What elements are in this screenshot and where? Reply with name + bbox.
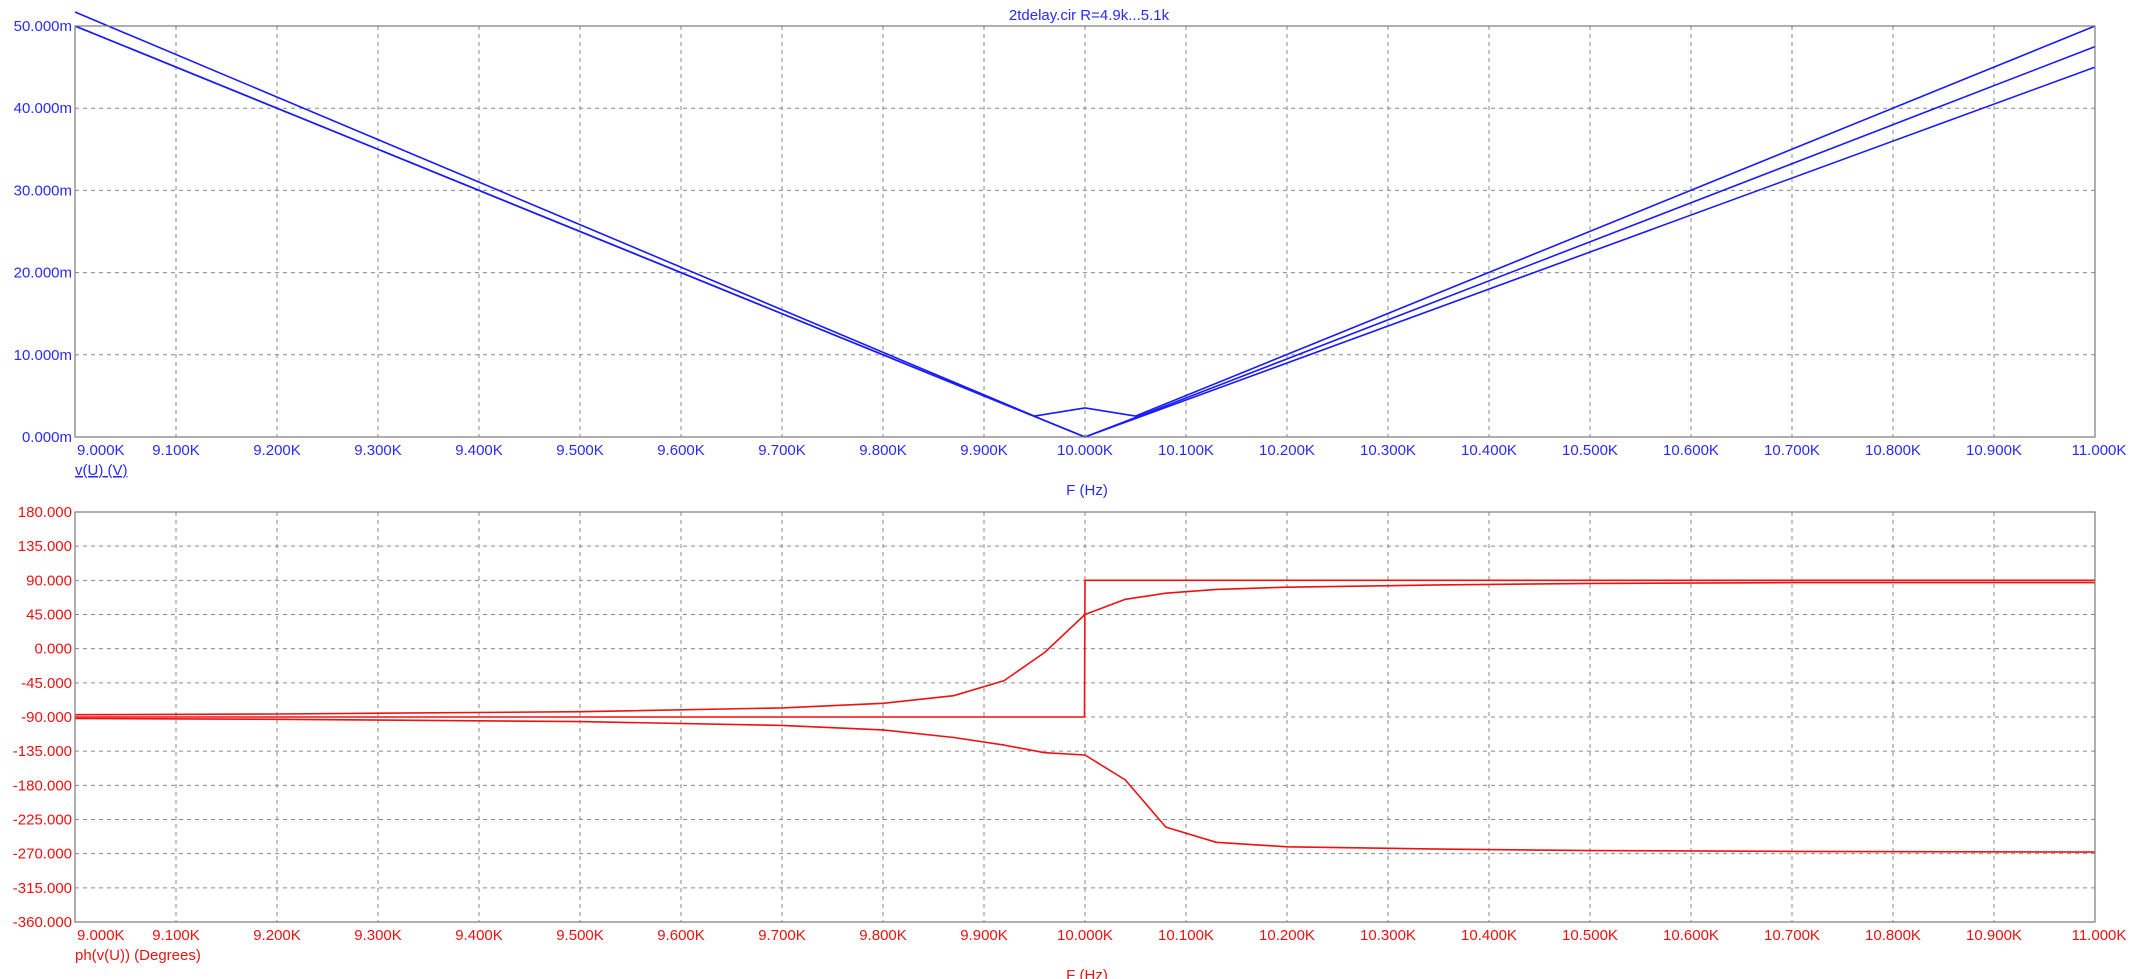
phase-x-tick-label: 9.600K bbox=[657, 927, 705, 944]
phase-plot: 180.000 135.000 90.000 45.000 0.000 -45.000 -9… bbox=[13, 504, 2127, 979]
phase-x-tick-label: 9.700K bbox=[758, 927, 806, 944]
phase-x-tick-label: 10.600K bbox=[1663, 927, 1719, 944]
magnitude-x-tick-label: 10.300K bbox=[1360, 442, 1416, 459]
magnitude-y-tick-label: 30.000m bbox=[14, 182, 72, 199]
magnitude-y-axis-label: v(U) (V) bbox=[75, 462, 128, 479]
magnitude-y-tick-label: 50.000m bbox=[14, 18, 72, 35]
chart-title: 2tdelay.cir R=4.9k...5.1k bbox=[1009, 7, 1170, 24]
phase-x-tick-label: 9.800K bbox=[859, 927, 907, 944]
phase-y-tick-label: -180.000 bbox=[13, 777, 72, 794]
phase-x-tick-label: 9.200K bbox=[253, 927, 301, 944]
phase-y-axis-label: ph(v(U)) (Degrees) bbox=[75, 947, 201, 964]
magnitude-x-tick-label: 10.100K bbox=[1158, 442, 1214, 459]
magnitude-series-line-2 bbox=[74, 25, 2096, 438]
magnitude-x-tick-label: 10.900K bbox=[1966, 442, 2022, 459]
phase-y-tick-label: -270.000 bbox=[13, 846, 72, 863]
magnitude-x-tick-label: 9.000K bbox=[77, 442, 125, 459]
magnitude-x-tick-label: 9.100K bbox=[152, 442, 200, 459]
magnitude-y-ticks: 0.000m 10.000m 20.000m 30.000m 40.000m 50.000… bbox=[14, 18, 72, 446]
magnitude-x-tick-label: 9.600K bbox=[657, 442, 705, 459]
magnitude-x-tick-label: 9.800K bbox=[859, 442, 907, 459]
phase-x-tick-label: 10.700K bbox=[1764, 927, 1820, 944]
phase-y-tick-label: 45.000 bbox=[26, 607, 72, 624]
phase-y-tick-label: 180.000 bbox=[18, 504, 72, 521]
phase-series-group bbox=[74, 579, 2096, 853]
phase-y-tick-label: 0.000 bbox=[34, 641, 72, 658]
phase-y-tick-label: -225.000 bbox=[13, 812, 72, 829]
phase-x-tick-label: 9.300K bbox=[354, 927, 402, 944]
phase-x-tick-label: 10.900K bbox=[1966, 927, 2022, 944]
phase-x-tick-label: 9.100K bbox=[152, 927, 200, 944]
magnitude-grid bbox=[75, 26, 2095, 437]
magnitude-x-tick-label: 9.700K bbox=[758, 442, 806, 459]
phase-y-tick-label: -45.000 bbox=[21, 675, 72, 692]
magnitude-y-tick-label: 20.000m bbox=[14, 265, 72, 282]
magnitude-x-tick-label: 10.200K bbox=[1259, 442, 1315, 459]
phase-x-tick-label: 9.900K bbox=[960, 927, 1008, 944]
magnitude-x-tick-label: 10.800K bbox=[1865, 442, 1921, 459]
magnitude-x-tick-label: 9.900K bbox=[960, 442, 1008, 459]
phase-x-tick-label: 9.000K bbox=[77, 927, 125, 944]
phase-y-tick-label: -135.000 bbox=[13, 743, 72, 760]
phase-series-line-1 bbox=[75, 579, 2095, 718]
phase-x-tick-label: 10.300K bbox=[1360, 927, 1416, 944]
magnitude-x-tick-label: 10.600K bbox=[1663, 442, 1719, 459]
phase-x-tick-label: 10.400K bbox=[1461, 927, 1517, 944]
phase-y-tick-label: 135.000 bbox=[18, 538, 72, 555]
phase-x-tick-label: 10.100K bbox=[1158, 927, 1214, 944]
magnitude-x-tick-label: 9.400K bbox=[455, 442, 503, 459]
phase-x-tick-label: 9.400K bbox=[455, 927, 503, 944]
phase-series-line-3 bbox=[74, 717, 2096, 853]
magnitude-y-tick-label: 10.000m bbox=[14, 347, 72, 364]
phase-x-tick-label: 10.800K bbox=[1865, 927, 1921, 944]
magnitude-x-tick-label: 9.500K bbox=[556, 442, 604, 459]
magnitude-x-tick-label: 11.000K bbox=[2072, 442, 2127, 459]
phase-x-tick-label: 10.000K bbox=[1057, 927, 1113, 944]
phase-x-axis-label: F (Hz) bbox=[1066, 967, 1108, 979]
magnitude-series-line-3 bbox=[74, 25, 2096, 438]
phase-y-tick-label: -90.000 bbox=[21, 709, 72, 726]
magnitude-x-tick-label: 10.700K bbox=[1764, 442, 1820, 459]
magnitude-x-axis-label: F (Hz) bbox=[1066, 482, 1108, 499]
magnitude-plot-frame bbox=[74, 25, 2096, 438]
magnitude-x-tick-label: 10.500K bbox=[1562, 442, 1618, 459]
magnitude-plot: 0.000m 10.000m 20.000m 30.000m 40.000m 50.000… bbox=[14, 11, 2126, 499]
phase-y-tick-label: -360.000 bbox=[13, 914, 72, 931]
phase-x-ticks: 9.000K 9.100K 9.200K 9.300K 9.400K 9.500K 9.60… bbox=[77, 927, 2126, 944]
phase-y-tick-label: 90.000 bbox=[26, 572, 72, 589]
phase-x-tick-label: 10.200K bbox=[1259, 927, 1315, 944]
phase-y-tick-label: -315.000 bbox=[13, 880, 72, 897]
phase-plot-frame bbox=[74, 511, 2096, 923]
magnitude-x-ticks: 9.000K 9.100K 9.200K 9.300K 9.400K 9.500K 9.60… bbox=[77, 442, 2126, 459]
magnitude-series-line-1 bbox=[74, 11, 2096, 417]
phase-x-tick-label: 10.500K bbox=[1562, 927, 1618, 944]
phase-x-tick-label: 9.500K bbox=[556, 927, 604, 944]
magnitude-x-tick-label: 9.300K bbox=[354, 442, 402, 459]
magnitude-x-tick-label: 10.000K bbox=[1057, 442, 1113, 459]
phase-x-tick-label: 11.000K bbox=[2072, 927, 2127, 944]
magnitude-y-tick-label: 40.000m bbox=[14, 100, 72, 117]
magnitude-y-tick-label: 0.000m bbox=[22, 429, 72, 446]
phase-series-line-2 bbox=[74, 581, 2095, 716]
magnitude-x-tick-label: 10.400K bbox=[1461, 442, 1517, 459]
magnitude-x-tick-label: 9.200K bbox=[253, 442, 301, 459]
phase-y-ticks: 180.000 135.000 90.000 45.000 0.000 -45.000 -9… bbox=[13, 504, 72, 931]
